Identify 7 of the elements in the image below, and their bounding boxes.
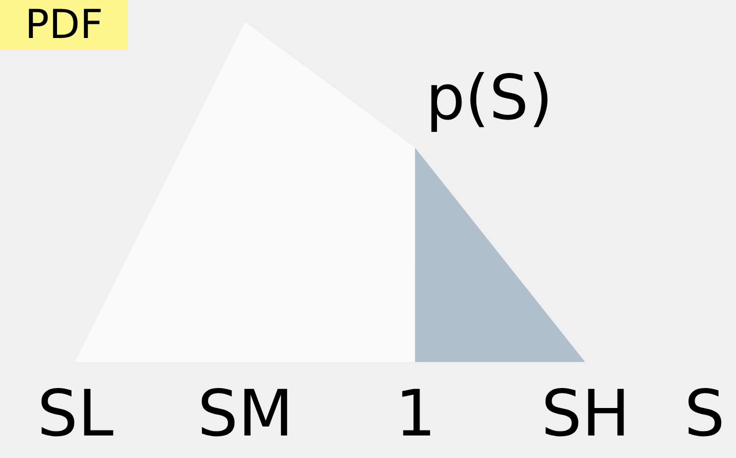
x-tick-label: 1 (395, 378, 436, 452)
x-tick-label: SL (37, 378, 114, 452)
x-tick-label: SM (198, 378, 294, 452)
y-axis-title: PDF (25, 2, 103, 48)
annotation: p(S) (426, 61, 553, 134)
x-tick-label: SH (541, 378, 630, 452)
x-axis-title: S (684, 378, 725, 452)
